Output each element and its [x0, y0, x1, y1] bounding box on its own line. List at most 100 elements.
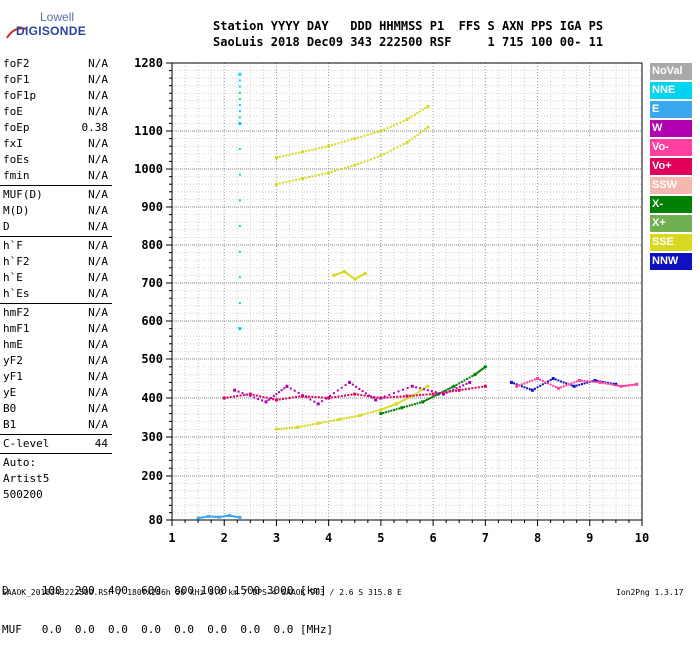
echo-point	[361, 273, 364, 276]
echo-point	[324, 172, 327, 175]
echo-point	[419, 401, 422, 404]
echo-point	[330, 144, 333, 147]
echo-point	[289, 387, 292, 390]
param-name: yE	[3, 386, 17, 399]
echo-point	[479, 369, 482, 372]
echo-point	[340, 271, 343, 274]
echo-point	[570, 382, 573, 385]
param-name: h`F	[3, 239, 23, 252]
echo-point	[397, 401, 400, 404]
legend-item-x: X-	[650, 196, 692, 213]
echo-point	[366, 412, 369, 415]
echo-point	[586, 381, 589, 384]
echo-point	[562, 385, 565, 388]
echo-point	[471, 375, 474, 378]
echo-point	[357, 393, 360, 396]
echo-point	[332, 419, 335, 422]
param-value: 44	[94, 437, 108, 450]
echo-point	[238, 250, 241, 253]
echo-point	[238, 91, 241, 94]
echo-point	[515, 383, 518, 386]
echo-point	[210, 515, 213, 518]
echo-point	[523, 386, 526, 389]
echo-point	[305, 396, 308, 399]
echo-point	[344, 384, 347, 387]
echo-point	[291, 426, 294, 429]
echo-point	[351, 416, 354, 419]
param-row: yE N/A	[0, 385, 112, 401]
y-tick-label: 400	[141, 391, 163, 405]
param-row: foF1p N/A	[0, 88, 112, 104]
echo-point	[204, 515, 207, 518]
param-row: h`F2 N/A	[0, 254, 112, 270]
echo-point	[426, 384, 430, 388]
echo-point	[376, 155, 379, 158]
echo-point	[285, 397, 288, 400]
y-tick-label: 600	[141, 314, 163, 328]
echo-point	[451, 386, 454, 389]
echo-point	[238, 327, 242, 331]
echo-point	[429, 397, 432, 399]
echo-point	[458, 382, 461, 385]
echo-point	[435, 394, 438, 397]
echo-point	[293, 389, 296, 392]
echo-point	[528, 388, 531, 391]
echo-point	[481, 385, 484, 388]
param-separator	[0, 434, 112, 435]
param-value: N/A	[88, 153, 108, 166]
param-value: N/A	[88, 169, 108, 182]
echo-point	[373, 131, 376, 134]
echo-point	[430, 390, 433, 393]
param-name: h`Es	[3, 287, 30, 300]
param-value: N/A	[88, 402, 108, 415]
param-value: 0.38	[81, 121, 109, 134]
echo-point	[338, 272, 341, 275]
param-row: C-level 44	[0, 436, 112, 452]
echo-point	[371, 396, 374, 399]
echo-point	[424, 107, 427, 110]
echo-point	[275, 393, 278, 396]
echo-point	[233, 388, 237, 392]
echo-point	[402, 395, 405, 398]
echo-point	[560, 380, 563, 383]
echo-point	[577, 378, 581, 382]
echo-point	[232, 515, 235, 518]
echo-point	[278, 391, 281, 394]
echo-point	[366, 159, 369, 162]
echo-point	[400, 406, 404, 410]
echo-point	[229, 514, 232, 517]
echo-point	[427, 397, 430, 400]
echo-point	[388, 393, 391, 396]
echo-point	[314, 396, 317, 399]
echo-point	[325, 420, 328, 423]
echo-point	[370, 395, 373, 398]
param-row: hmE N/A	[0, 337, 112, 353]
echo-point	[449, 387, 452, 390]
echo-point	[225, 514, 228, 517]
echo-point	[330, 419, 333, 422]
echo-point	[403, 398, 406, 401]
echo-point	[345, 272, 348, 275]
echo-point	[298, 178, 301, 181]
param-row: yF1 N/A	[0, 369, 112, 385]
echo-point	[370, 158, 373, 161]
echo-point	[471, 387, 474, 390]
echo-point	[357, 163, 360, 166]
echo-point	[238, 276, 241, 279]
echo-point	[291, 179, 294, 182]
echo-point	[239, 394, 242, 397]
echo-point	[556, 386, 560, 390]
echo-point	[580, 383, 583, 386]
echo-point	[327, 420, 330, 423]
echo-point	[466, 377, 469, 380]
echo-point	[219, 515, 222, 518]
echo-point	[458, 385, 461, 388]
x-tick-label: 7	[482, 531, 489, 545]
echo-point	[419, 387, 422, 390]
echo-point	[238, 72, 242, 76]
echo-point	[594, 380, 596, 383]
echo-point	[221, 515, 224, 518]
echo-point	[196, 516, 200, 520]
echo-point	[362, 273, 365, 276]
echo-point	[226, 396, 229, 399]
